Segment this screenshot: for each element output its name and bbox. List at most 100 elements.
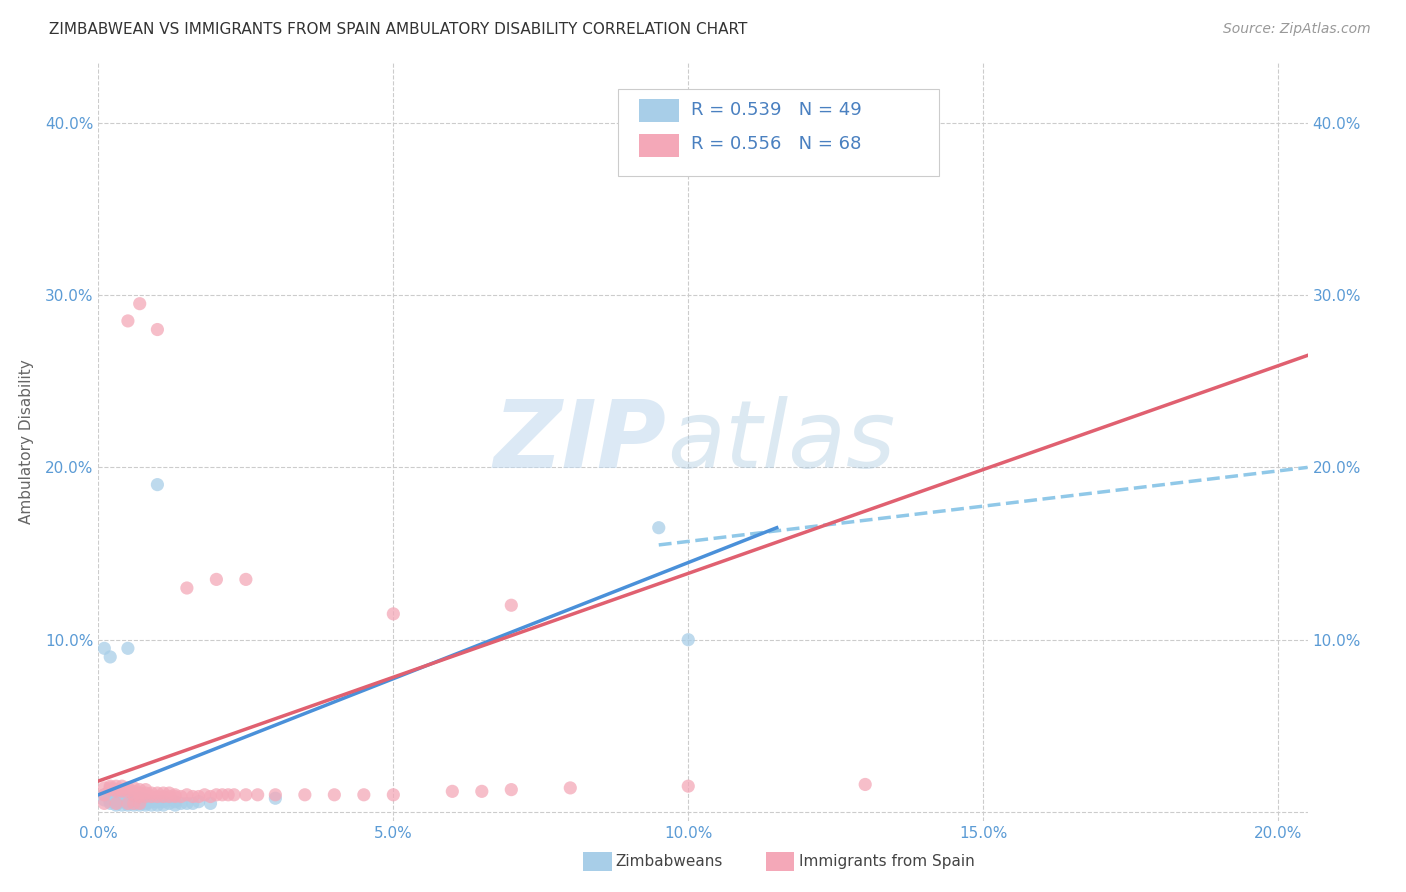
Point bbox=[165, 788, 187, 802]
Point bbox=[122, 797, 145, 811]
Point bbox=[105, 784, 128, 798]
Point bbox=[117, 797, 139, 811]
Point bbox=[111, 788, 134, 802]
Point bbox=[165, 795, 187, 809]
Point bbox=[141, 789, 163, 804]
Point bbox=[93, 797, 115, 811]
Point bbox=[200, 789, 222, 804]
Point bbox=[122, 784, 145, 798]
Text: Immigrants from Spain: Immigrants from Spain bbox=[799, 855, 974, 869]
Text: R = 0.539   N = 49: R = 0.539 N = 49 bbox=[690, 101, 862, 120]
Text: Source: ZipAtlas.com: Source: ZipAtlas.com bbox=[1223, 22, 1371, 37]
Point bbox=[111, 798, 134, 813]
Point bbox=[117, 314, 139, 328]
Point bbox=[135, 798, 157, 813]
Point bbox=[294, 788, 316, 802]
Point bbox=[165, 789, 187, 804]
Point bbox=[264, 788, 287, 802]
Point bbox=[323, 788, 346, 802]
Point bbox=[146, 798, 169, 813]
Point bbox=[93, 788, 115, 802]
Point bbox=[853, 777, 876, 791]
Point bbox=[111, 782, 134, 797]
Point bbox=[135, 782, 157, 797]
Point bbox=[382, 788, 405, 802]
Point bbox=[128, 782, 150, 797]
Point bbox=[678, 779, 700, 793]
Point bbox=[135, 789, 157, 804]
Point bbox=[122, 795, 145, 809]
Point bbox=[93, 641, 115, 656]
Point bbox=[128, 797, 150, 811]
Point bbox=[128, 797, 150, 811]
Point bbox=[194, 788, 217, 802]
Point bbox=[98, 791, 121, 805]
Point bbox=[353, 788, 375, 802]
Point bbox=[135, 797, 157, 811]
Point bbox=[105, 791, 128, 805]
Point bbox=[105, 798, 128, 813]
Point bbox=[93, 780, 115, 795]
Point bbox=[117, 798, 139, 813]
Point bbox=[152, 795, 174, 809]
Point bbox=[105, 788, 128, 802]
Point bbox=[122, 780, 145, 795]
Point bbox=[211, 788, 233, 802]
Point bbox=[187, 795, 209, 809]
Point bbox=[152, 786, 174, 800]
Point bbox=[181, 789, 204, 804]
Point bbox=[157, 789, 180, 804]
Y-axis label: Ambulatory Disability: Ambulatory Disability bbox=[18, 359, 34, 524]
Point bbox=[93, 788, 115, 802]
FancyBboxPatch shape bbox=[619, 89, 939, 177]
Point bbox=[264, 791, 287, 805]
Point bbox=[111, 795, 134, 809]
Text: ZIMBABWEAN VS IMMIGRANTS FROM SPAIN AMBULATORY DISABILITY CORRELATION CHART: ZIMBABWEAN VS IMMIGRANTS FROM SPAIN AMBU… bbox=[49, 22, 748, 37]
Point bbox=[117, 784, 139, 798]
Point bbox=[105, 797, 128, 811]
Point bbox=[105, 793, 128, 807]
Point bbox=[146, 795, 169, 809]
Point bbox=[181, 797, 204, 811]
Point bbox=[441, 784, 464, 798]
Point bbox=[152, 789, 174, 804]
Point bbox=[128, 798, 150, 813]
Text: R = 0.556   N = 68: R = 0.556 N = 68 bbox=[690, 136, 862, 153]
Point bbox=[678, 632, 700, 647]
Point bbox=[205, 788, 228, 802]
Point bbox=[122, 788, 145, 802]
Point bbox=[157, 786, 180, 800]
Point bbox=[117, 641, 139, 656]
Bar bbox=[638, 135, 679, 157]
Point bbox=[111, 791, 134, 805]
Point bbox=[128, 791, 150, 805]
Point bbox=[200, 797, 222, 811]
Text: atlas: atlas bbox=[666, 396, 896, 487]
Point bbox=[176, 797, 198, 811]
Point bbox=[122, 797, 145, 811]
Point bbox=[205, 573, 228, 587]
Point bbox=[146, 789, 169, 804]
Point bbox=[105, 782, 128, 797]
Point bbox=[105, 779, 128, 793]
Point bbox=[111, 784, 134, 798]
Point bbox=[128, 795, 150, 809]
Point bbox=[235, 573, 257, 587]
Point bbox=[141, 795, 163, 809]
Point bbox=[98, 649, 121, 664]
Point bbox=[122, 791, 145, 805]
Point bbox=[648, 521, 671, 535]
Point bbox=[98, 779, 121, 793]
Point bbox=[98, 780, 121, 795]
Point bbox=[122, 798, 145, 813]
Point bbox=[246, 788, 269, 802]
Point bbox=[135, 786, 157, 800]
Point bbox=[501, 599, 523, 613]
Point bbox=[105, 797, 128, 811]
Point bbox=[128, 296, 150, 310]
Point bbox=[98, 797, 121, 811]
Point bbox=[117, 795, 139, 809]
Point bbox=[187, 789, 209, 804]
Point bbox=[235, 788, 257, 802]
Point bbox=[117, 791, 139, 805]
